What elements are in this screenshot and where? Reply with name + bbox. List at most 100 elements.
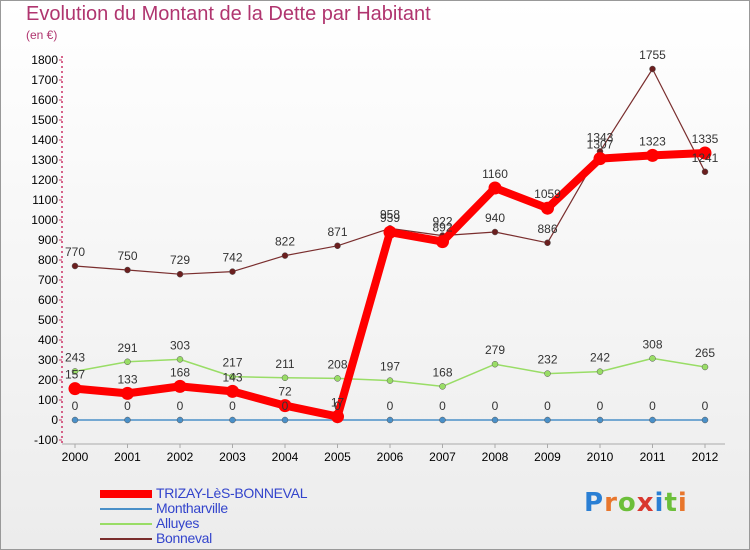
data-label: 168 [432,365,452,379]
x-tick-label: 2007 [429,450,456,464]
logo-letter: o [617,488,637,518]
data-label: 0 [439,399,446,413]
x-tick-label: 2003 [219,450,246,464]
y-tick-label: 0 [51,413,58,427]
data-label: 291 [117,341,137,355]
data-label: 1307 [587,138,614,152]
y-tick-label: 400 [38,333,58,347]
y-tick-label: 600 [38,293,58,307]
data-label: 0 [492,399,499,413]
y-tick-label: 1600 [31,93,58,107]
data-label: 208 [327,357,347,371]
data-point [491,416,499,424]
data-label: 822 [275,235,295,249]
data-point [278,399,292,413]
data-label: 232 [537,353,557,367]
data-label: 265 [695,346,715,360]
y-tick-label: 200 [38,373,58,387]
data-label: 1241 [692,151,719,165]
data-point [596,416,604,424]
data-label: 143 [222,370,242,384]
legend-swatch [100,538,152,540]
data-label: 197 [380,360,400,374]
legend-swatch [100,490,152,498]
data-label: 1755 [639,48,666,62]
y-tick-label: 300 [38,353,58,367]
data-point [701,363,709,371]
chart-title: Evolution du Montant de la Dette par Hab… [26,3,431,25]
y-tick-label: 1800 [31,53,58,67]
y-tick-label: 1500 [31,113,58,127]
data-point [386,377,394,384]
legend-item-series-1: Montharville [100,500,360,516]
data-label: 211 [275,357,294,371]
legend-label: Bonneval [156,530,212,546]
x-tick-label: 2012 [692,450,719,464]
data-point [68,382,82,396]
data-label: 72 [278,385,292,399]
data-point [334,242,341,250]
data-label: 0 [649,399,656,413]
data-point [176,270,184,278]
data-label: 303 [170,338,190,352]
data-point [331,410,344,424]
x-tick-label: 2005 [324,450,351,464]
legend-swatch [100,508,152,510]
y-tick-label: 800 [38,253,58,267]
y-tick-label: 1100 [32,193,58,207]
data-point [439,383,446,390]
data-label: 157 [65,368,85,382]
data-label: 242 [590,351,610,365]
y-tick-label: 1400 [31,133,58,147]
data-point [646,148,659,162]
data-point [439,416,446,424]
x-tick-label: 2009 [534,450,561,464]
x-tick-label: 2011 [640,450,666,464]
data-point [383,225,397,239]
data-point [544,239,551,247]
data-label: 0 [597,399,604,413]
y-tick-label: 1000 [31,213,58,227]
data-label: 922 [432,215,452,229]
data-label: 892 [432,221,452,235]
data-point [488,181,502,195]
data-point [281,252,289,259]
data-label: 0 [387,399,394,413]
data-point [176,416,184,424]
data-label: 0 [282,399,289,413]
data-label: 0 [229,399,236,413]
data-point [491,228,499,236]
data-point [71,368,79,375]
data-point [701,168,709,176]
data-point [541,201,554,215]
logo-letter: t [664,488,678,518]
data-label: 0 [702,399,709,413]
chart-legend: TRIZAY-LèS-BONNEVAL Montharville Alluyes… [100,485,360,546]
data-point [281,416,289,424]
data-point [698,146,712,160]
x-tick-label: 2001 [114,450,141,464]
data-label: 958 [380,207,400,221]
legend-item-series-0: TRIZAY-LèS-BONNEVAL [100,485,360,501]
data-point [281,374,289,382]
series-layer [68,65,712,424]
data-label: 217 [222,356,242,370]
data-point [229,268,236,275]
data-label: 729 [170,253,190,267]
x-tick-label: 2002 [167,450,194,464]
data-label: 0 [334,399,341,413]
data-point [386,416,394,424]
x-tick-label: 2006 [377,450,404,464]
data-label: 939 [380,211,400,225]
data-label: 886 [537,222,557,236]
data-point [229,373,236,380]
data-point [71,416,79,424]
data-point [121,386,134,400]
data-label: 1343 [587,130,614,144]
logo-letter: i [677,488,688,518]
data-point [596,368,604,375]
data-point [71,262,79,270]
data-label: 871 [327,225,347,239]
x-tick-label: 2000 [62,450,89,464]
